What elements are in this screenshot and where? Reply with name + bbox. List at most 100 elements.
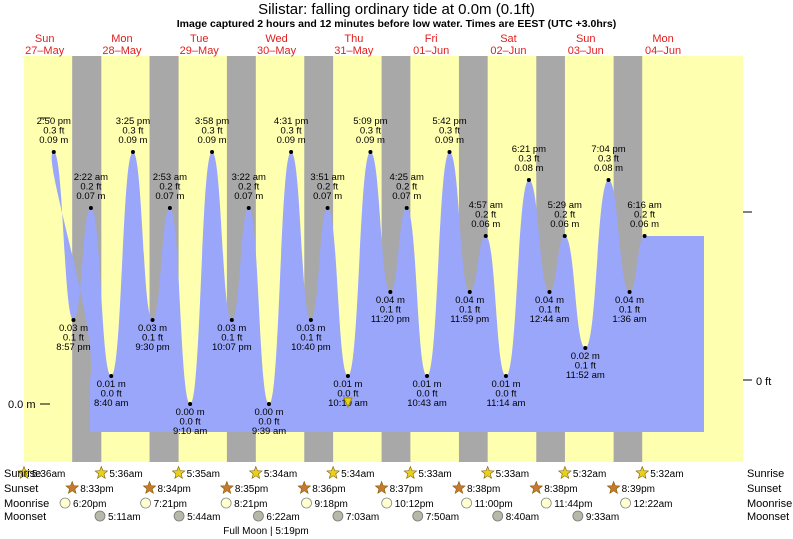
tide-point xyxy=(503,374,508,378)
high-tide-label: 3:22 am xyxy=(232,172,266,183)
high-tide-label: 2:22 am xyxy=(74,172,108,183)
tide-point xyxy=(88,206,93,210)
sunset-time: 8:36pm xyxy=(312,484,345,495)
moonrise-time: 6:20pm xyxy=(73,499,106,510)
tide-point xyxy=(246,206,251,210)
day-date: 04–Jun xyxy=(645,45,681,57)
low-tide-label: 0.03 m xyxy=(296,323,325,334)
moonrise-icon xyxy=(59,497,71,509)
low-tide-label: 9:39 am xyxy=(252,426,286,437)
high-tide-label: 2:53 am xyxy=(153,172,187,183)
sunrise-star-icon xyxy=(635,465,650,479)
tide-point xyxy=(547,290,552,294)
moonrise-time: 8:21pm xyxy=(234,499,267,510)
low-tide-label: 0.04 m xyxy=(455,295,484,306)
row-label-right: Moonrise xyxy=(747,498,792,510)
high-tide-label: 0.07 m xyxy=(155,191,184,202)
tide-point xyxy=(71,318,76,322)
high-tide-label: 3:58 pm xyxy=(195,116,229,127)
left-axis-label: 0.0 m xyxy=(8,399,36,411)
tide-point xyxy=(188,402,193,406)
high-tide-label: 0.3 ft xyxy=(122,126,143,137)
low-tide-label: 1:36 am xyxy=(612,314,646,325)
sunrise-star-icon xyxy=(403,465,418,479)
moonset-icon xyxy=(572,510,584,522)
moonrise-time: 11:44pm xyxy=(554,499,592,510)
moonset-time: 7:50am xyxy=(426,512,459,523)
sunset-star-icon xyxy=(65,480,80,494)
tide-point xyxy=(150,318,155,322)
high-tide-label: 4:25 am xyxy=(390,172,424,183)
moonrise-icon xyxy=(461,497,472,509)
moonrise-time: 10:12pm xyxy=(395,499,434,510)
low-tide-label: 0.1 ft xyxy=(221,333,242,344)
high-tide-label: 7:04 pm xyxy=(591,144,625,155)
moonset-time: 7:03am xyxy=(346,512,379,523)
right-axis-label: 0 ft xyxy=(756,376,771,388)
sunrise-star-icon xyxy=(557,465,572,479)
day-name: Sat xyxy=(500,33,517,45)
sunrise-star-icon xyxy=(171,465,186,479)
low-tide-label: 11:59 pm xyxy=(450,314,489,325)
high-tide-label: 0.08 m xyxy=(594,163,623,174)
low-tide-label: 0.01 m xyxy=(97,379,126,390)
low-tide-label: 0.1 ft xyxy=(300,333,321,344)
low-tide-label: 8:57 pm xyxy=(56,342,90,353)
day-name: Sun xyxy=(35,33,55,45)
moonrise-time: 11:00pm xyxy=(475,499,513,510)
tide-point xyxy=(583,346,588,350)
moonrise-time: 7:21pm xyxy=(154,499,187,510)
high-tide-label: 0.2 ft xyxy=(159,182,180,193)
row-label-right: Sunset xyxy=(747,483,781,495)
tide-point xyxy=(627,290,632,294)
day-name: Sun xyxy=(576,33,596,45)
sunset-time: 8:33pm xyxy=(80,484,113,495)
moonset-icon xyxy=(332,510,344,522)
sunrise-time: 5:34am xyxy=(264,469,297,480)
daylight-band xyxy=(24,56,73,462)
moonrise-icon xyxy=(140,497,152,509)
high-tide-label: 0.07 m xyxy=(392,191,421,202)
moonrise-icon xyxy=(220,497,232,509)
low-tide-label: 10:07 pm xyxy=(212,342,252,353)
low-tide-label: 0.1 ft xyxy=(459,305,480,316)
sunset-star-icon xyxy=(452,480,466,494)
sunrise-star-icon xyxy=(480,465,495,479)
low-tide-label: 0.0 ft xyxy=(258,417,279,428)
high-tide-label: 0.3 ft xyxy=(598,154,619,165)
low-tide-label: 0.01 m xyxy=(491,379,520,390)
tide-point xyxy=(388,290,393,294)
sunrise-star-icon xyxy=(248,465,263,479)
low-tide-label: 0.02 m xyxy=(571,351,600,362)
high-tide-label: 0.3 ft xyxy=(439,126,460,137)
sunrise-star-icon xyxy=(17,465,31,479)
day-date: 28–May xyxy=(102,45,142,57)
sunset-star-icon xyxy=(529,480,544,494)
tide-point xyxy=(606,178,611,182)
sunrise-star-icon xyxy=(94,465,109,479)
low-tide-label: 0.00 m xyxy=(254,407,283,418)
low-tide-label: 0.04 m xyxy=(535,295,564,306)
tide-point xyxy=(447,150,452,154)
day-date: 03–Jun xyxy=(568,45,604,57)
tide-point xyxy=(130,150,135,154)
tide-point xyxy=(483,234,488,238)
sunset-star-icon xyxy=(297,480,312,494)
tide-point xyxy=(167,206,172,210)
low-tide-label: 0.0 ft xyxy=(495,389,516,400)
high-tide-label: 0.09 m xyxy=(435,135,464,146)
day-date: 31–May xyxy=(334,45,374,57)
moonset-icon xyxy=(173,510,185,522)
tide-area xyxy=(51,152,705,432)
row-label-left: Moonrise xyxy=(4,498,49,510)
low-tide-label: 0.04 m xyxy=(615,295,644,306)
high-tide-label: 5:29 am xyxy=(548,200,582,211)
tide-point xyxy=(229,318,234,322)
day-name: Wed xyxy=(265,33,287,45)
chart-subtitle: Image captured 2 hours and 12 minutes be… xyxy=(176,18,617,30)
low-tide-label: 11:14 am xyxy=(487,398,526,409)
day-date: 30–May xyxy=(257,45,297,57)
tide-point xyxy=(325,206,330,210)
day-name: Mon xyxy=(111,33,132,45)
moonset-time: 5:44am xyxy=(187,512,220,523)
